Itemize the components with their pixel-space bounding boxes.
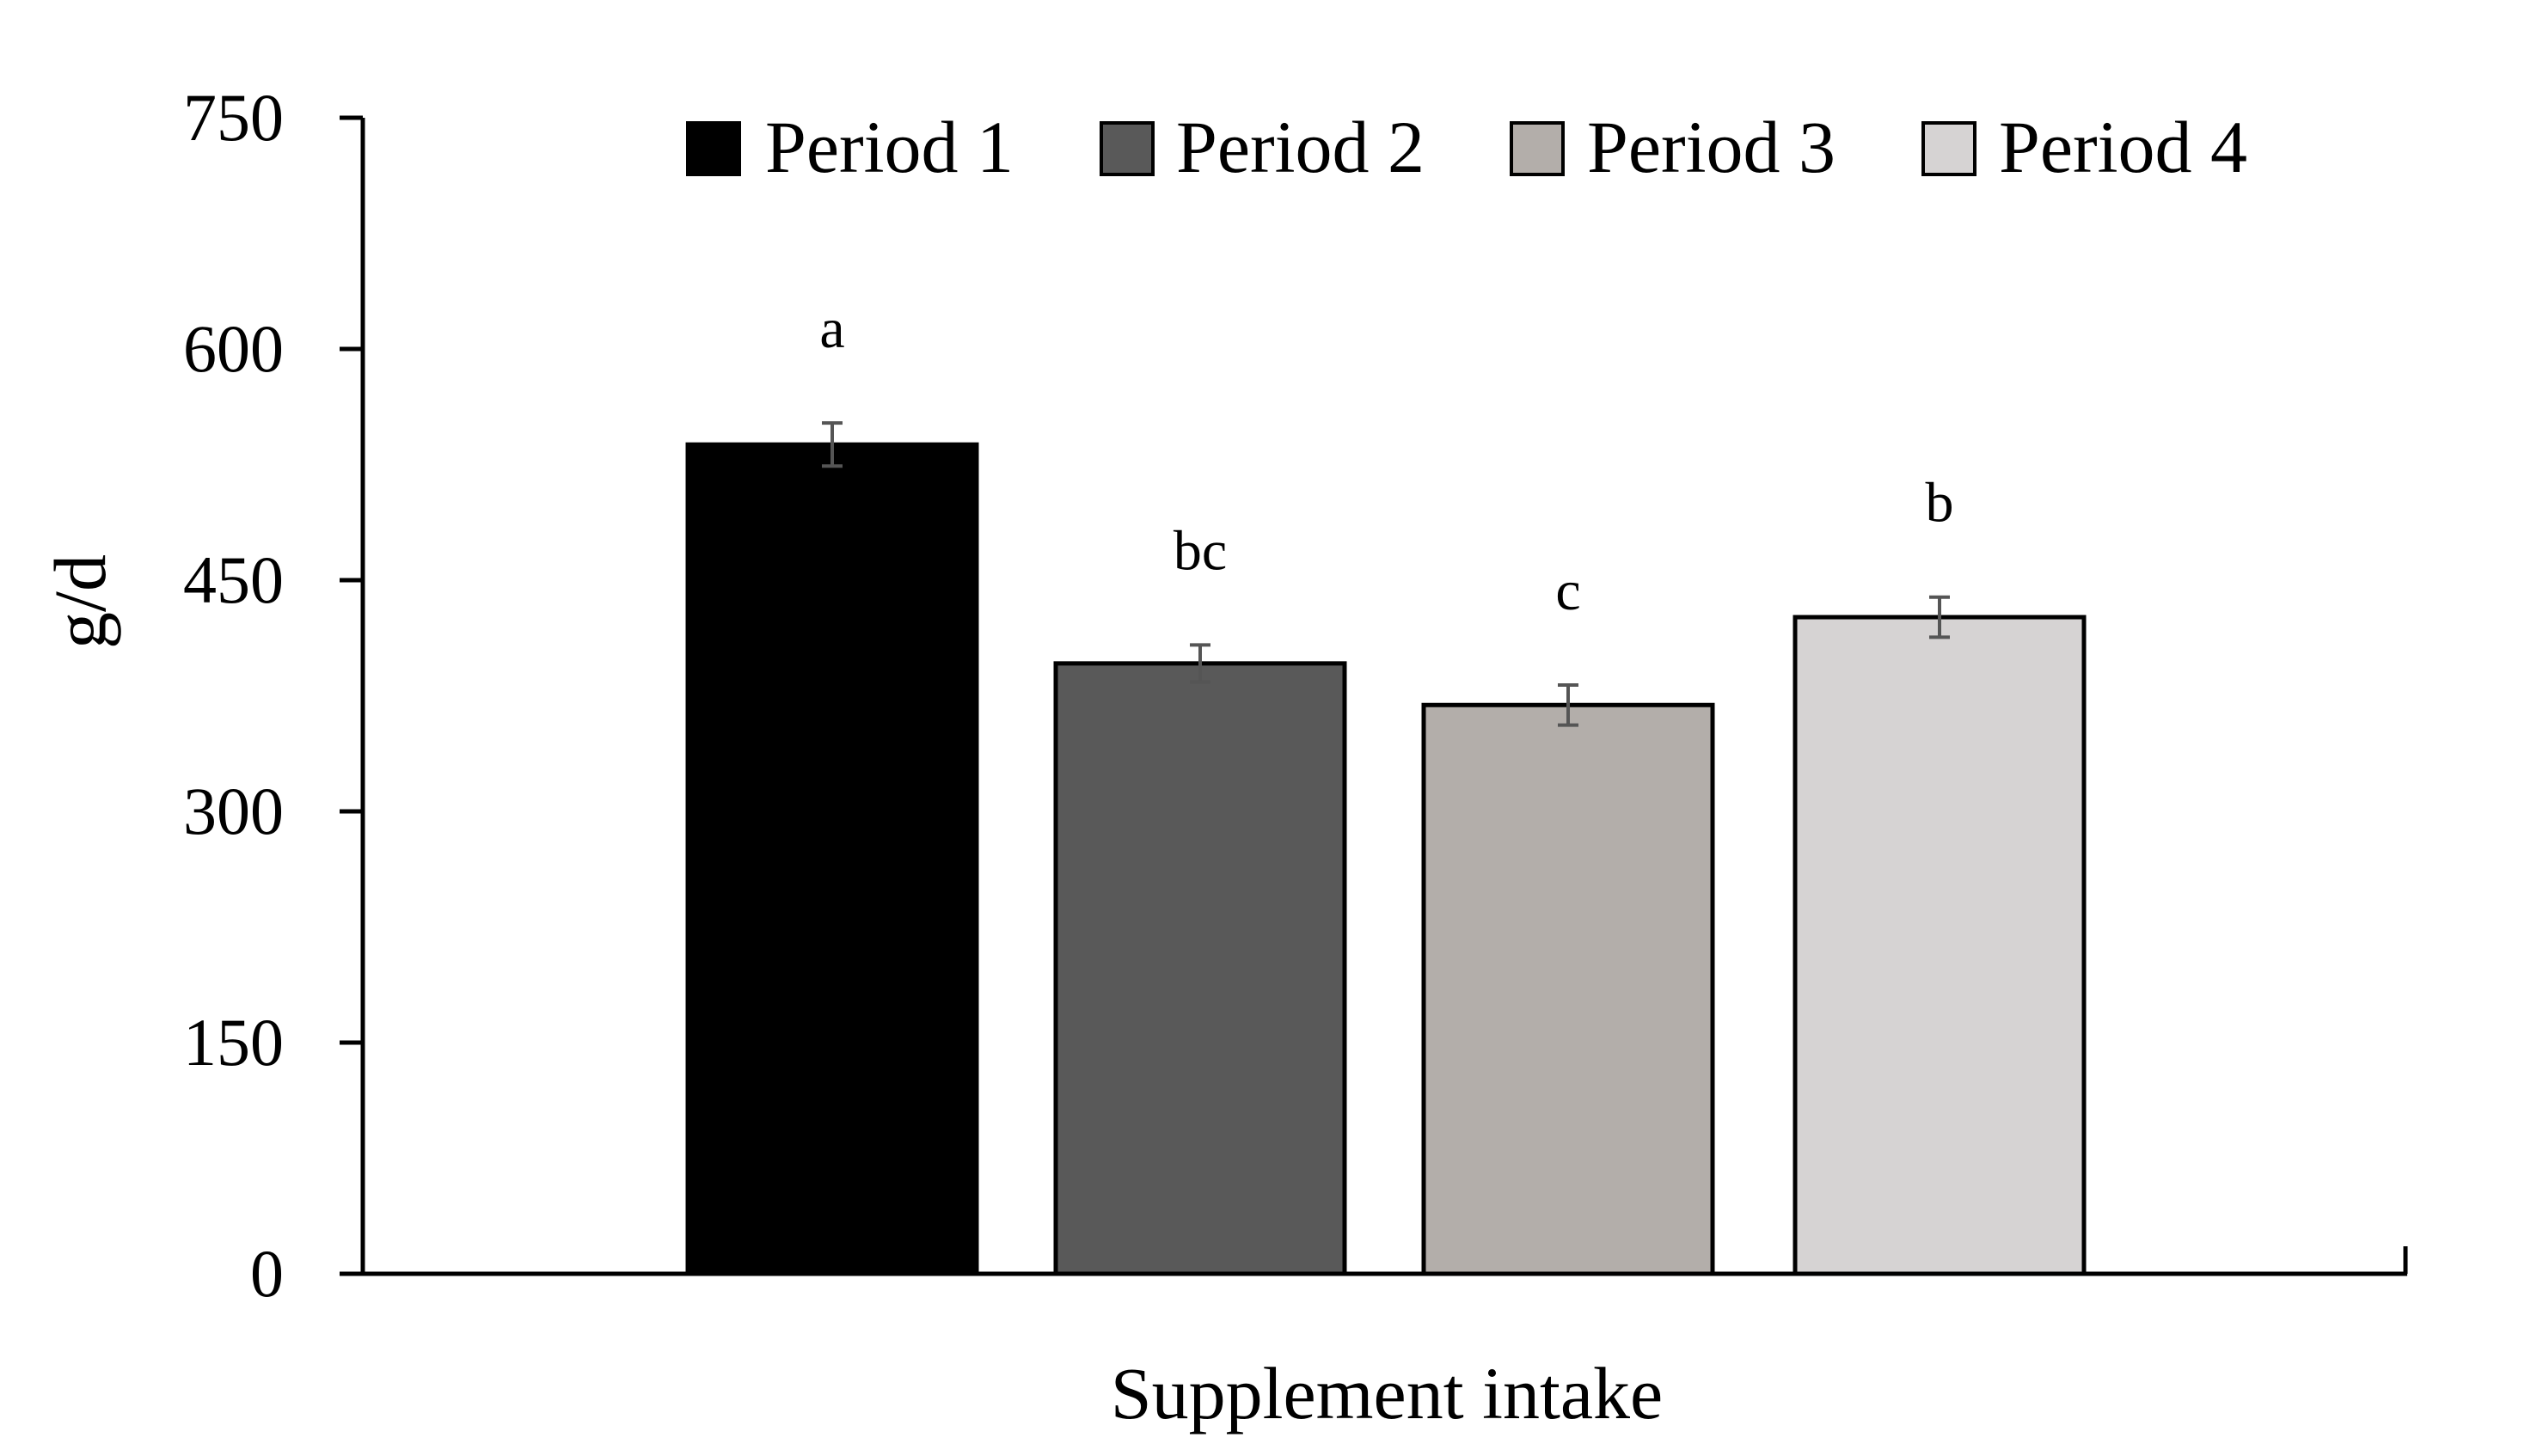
significance-label: b bbox=[1926, 472, 1954, 535]
legend-label: Period 4 bbox=[1999, 106, 2247, 188]
y-axis-title: g/d bbox=[39, 554, 121, 649]
legend-label: Period 2 bbox=[1176, 106, 1425, 188]
y-tick-label: 750 bbox=[183, 80, 284, 155]
bar-period-2 bbox=[1053, 661, 1347, 1276]
legend-swatch bbox=[686, 121, 741, 176]
y-tick-label: 0 bbox=[250, 1236, 284, 1311]
legend-swatch bbox=[1510, 121, 1565, 176]
x-axis-title: Supplement intake bbox=[1111, 1352, 1663, 1435]
legend-label: Period 1 bbox=[765, 106, 1014, 188]
legend-swatch bbox=[1100, 121, 1155, 176]
y-tick-label: 450 bbox=[183, 542, 284, 617]
significance-label: c bbox=[1555, 560, 1580, 622]
legend-label: Period 3 bbox=[1587, 106, 1836, 188]
legend: Period 1 Period 2 Period 3 Period 4 bbox=[686, 106, 2247, 188]
y-tick-label: 300 bbox=[183, 774, 284, 848]
bars-layer: a bc c b bbox=[685, 297, 2087, 1276]
legend-swatch bbox=[1921, 121, 1976, 176]
bar-period-3 bbox=[1421, 702, 1715, 1276]
significance-label: bc bbox=[1174, 519, 1227, 582]
error-bar bbox=[822, 421, 843, 468]
error-bar bbox=[1929, 595, 1950, 639]
y-tick-label: 150 bbox=[183, 1005, 284, 1080]
axes-layer: 0 150 300 450 600 750 bbox=[183, 80, 2408, 1311]
bar-period-4 bbox=[1793, 615, 2087, 1276]
significance-label: a bbox=[819, 297, 844, 360]
error-bar bbox=[1190, 643, 1210, 684]
error-bar bbox=[1558, 682, 1578, 727]
y-tick-label: 600 bbox=[183, 311, 284, 386]
bar-period-1 bbox=[685, 442, 979, 1276]
